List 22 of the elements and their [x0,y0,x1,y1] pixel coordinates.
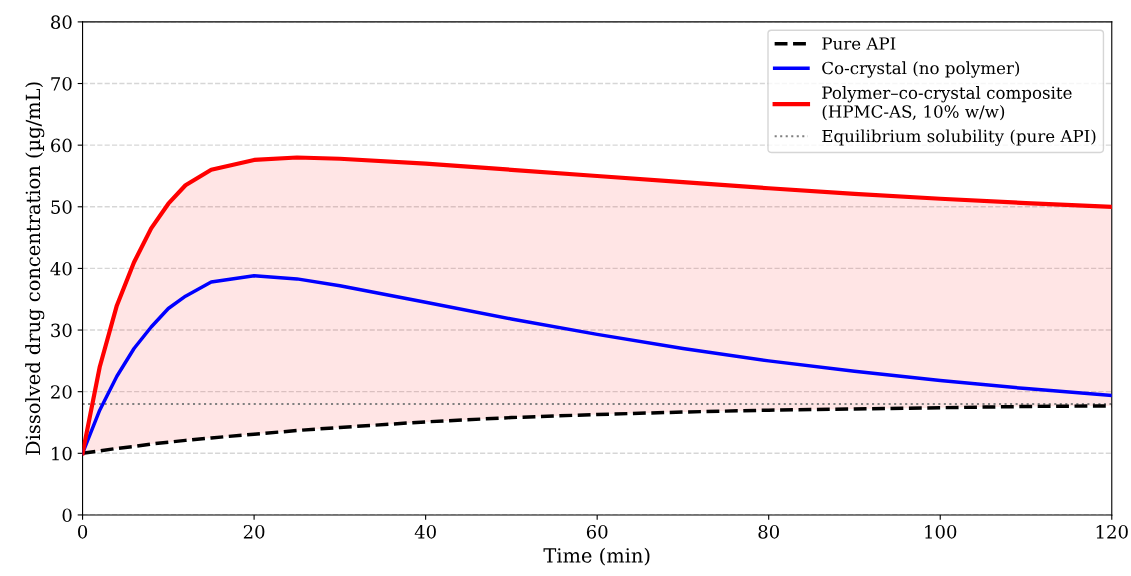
y-tick-label: 40 [50,261,72,276]
y-tick-label: 20 [51,385,72,399]
y-tick-label: 0 [62,508,72,523]
y-tick-label: 80 [51,15,72,29]
legend-label: Polymer–co-crystal composite (HPMC-AS, 10% w/w) [822,86,1072,121]
x-tick-label: 20 [243,524,265,539]
legend-label: Equilibrium solubility (pure API) [822,129,1096,146]
y-tick-label: 60 [51,138,72,153]
x-tick-label: 100 [925,524,957,539]
y-tick-label: 30 [51,323,72,338]
x-axis-title: Time (min) [543,547,650,566]
x-tick-label: 0 [78,524,88,539]
legend-label: Co-crystal (no polymer) [822,61,1020,78]
y-tick-label: 10 [52,446,72,461]
x-tick-label: 120 [1096,524,1128,539]
y-axis-title: Dissolved drug concentration (µg/mL) [25,82,45,455]
x-tick-label: 80 [758,524,779,539]
x-tick-label: 40 [414,524,436,539]
x-tick-label: 60 [586,524,608,539]
legend-label: Pure API [822,37,896,50]
y-tick-label: 50 [51,200,72,214]
y-tick-label: 70 [51,76,72,91]
